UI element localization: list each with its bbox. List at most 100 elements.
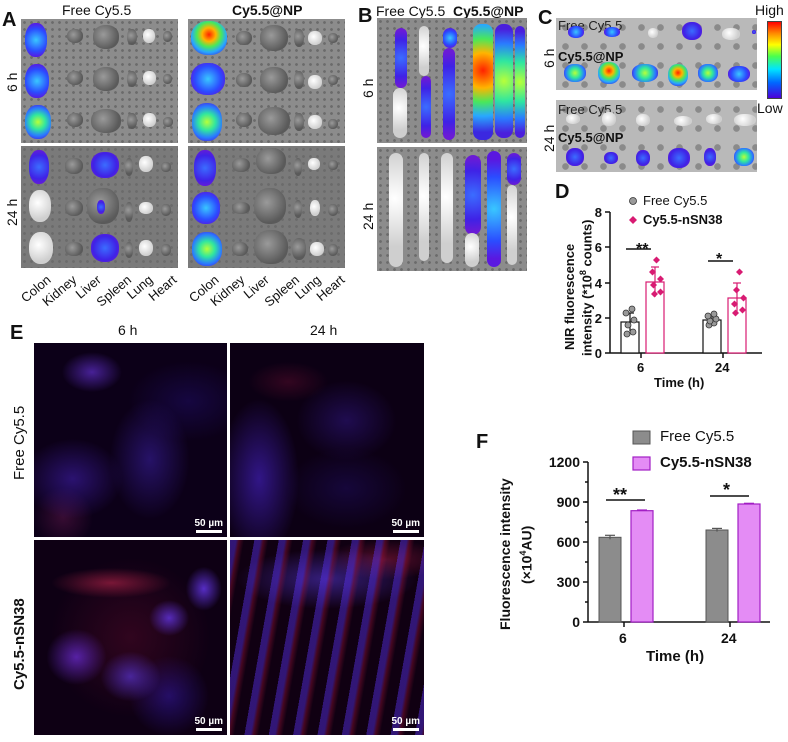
spleen [294,158,302,176]
heart [161,204,171,216]
lung [143,29,155,43]
tumor-signal [698,64,718,82]
colon-signal [25,23,47,57]
panel-b-title-np: Cy5.5@NP [453,3,524,19]
xtick: 6 [619,630,627,646]
colorbar [767,21,782,99]
kidney [236,31,252,45]
bar-free-6h [598,536,622,623]
tumor-signal [728,66,750,82]
x-axis-title: Time (h) [646,648,705,665]
panel-b-title-free: Free Cy5.5 [376,3,446,19]
colon-strip-np [465,233,479,267]
colon-strip-free [443,48,455,140]
legend-nsn38: Cy5.5-nSN38 [660,454,752,471]
scale-bar: 50 µm [391,518,420,533]
panel-label-d: D [555,181,570,203]
heart [163,31,172,42]
panel-e-row-nsn38: Cy5.5-nSN38 [11,598,28,690]
colon [29,232,53,264]
liver [260,67,288,93]
tumor-image-24h: Free Cy5.5 Cy5.5@NP [556,100,757,172]
sig-6h: ** [636,241,649,258]
kidney [65,242,83,256]
scale-bar-label: 50 µm [391,716,420,727]
y-axis-exponent: 4 [518,550,528,556]
tumor-signal [704,148,716,166]
legend-free: Free Cy5.5 [660,428,735,445]
scale-bar-label: 50 µm [194,716,223,727]
heart [163,117,173,127]
heart [328,33,338,43]
sig-6h: ** [613,485,628,505]
tumor [734,114,756,126]
tumor-signal [632,64,658,82]
panel-c-row-6h: 6 h [541,48,557,68]
microscopy-nsn38-24h: 50 µm [230,540,424,735]
tumor-signal [566,148,584,166]
ytick: 6 [594,240,602,255]
lung [139,240,153,256]
panel-e-row-free: Free Cy5.5 [11,405,28,480]
lung [308,75,322,89]
tumor [722,28,740,40]
colon-strip-free [441,153,453,263]
liver-signal [97,200,105,214]
tumor [636,114,650,126]
spleen [294,113,304,131]
kidney [67,71,83,85]
organ-image-np-6h [188,19,345,143]
ytick: 8 [594,205,602,220]
y-axis-title-line2: intensity (*108 counts) [578,220,594,357]
y-axis-title-text: intensity (*10 [579,275,595,356]
tumor-signal [668,148,690,168]
panel-label-b: B [358,5,373,27]
y-axis-exponent: 8 [578,270,588,276]
panel-label-a: A [2,9,17,31]
ytick: 0 [594,346,602,361]
chart-f [583,430,770,627]
tumor [566,114,580,124]
colon-strip-np [487,151,501,267]
sig-24h: * [716,251,723,268]
tumor [602,112,616,126]
microscopy-nsn38-6h: 50 µm [34,540,227,735]
lung [308,31,322,45]
scale-bar: 50 µm [391,716,420,731]
xtick: 6 [637,360,645,375]
tumor [706,114,722,124]
lung [308,115,322,129]
colon-signal [25,64,49,98]
heart [328,244,338,256]
spleen [292,238,306,260]
colon-image-6h [377,18,527,143]
ytick: 0 [572,614,580,630]
scale-bar: 50 µm [194,518,223,533]
ytick: 2 [594,311,602,326]
y-axis-title-tail: counts) [579,219,595,271]
spleen [125,202,133,222]
kidney [65,200,83,216]
panel-c-row-24h: 24 h [541,124,557,152]
tumor-signal [668,64,688,86]
panel-a-title-np: Cy5.5@NP [232,2,303,18]
ytick: 900 [556,494,580,510]
tumor-signal [568,26,584,38]
colon-signal [29,150,49,184]
ytick: 300 [556,574,580,590]
liver [260,25,288,51]
colon-signal [192,232,222,266]
colon-strip-np [515,26,525,138]
ytick: 1200 [548,454,580,470]
y-axis-title-line2: (×104AU) [518,526,535,584]
tumor-signal [752,30,756,34]
liver-signal [91,152,119,178]
group-label-np: Cy5.5@NP [558,130,624,145]
lung [310,242,324,256]
tumor-signal [734,148,754,166]
sig-24h: * [723,480,731,500]
spleen [294,200,302,218]
liver [93,67,119,91]
scale-bar: 50 µm [194,716,223,731]
colon-strip-free [443,28,457,48]
